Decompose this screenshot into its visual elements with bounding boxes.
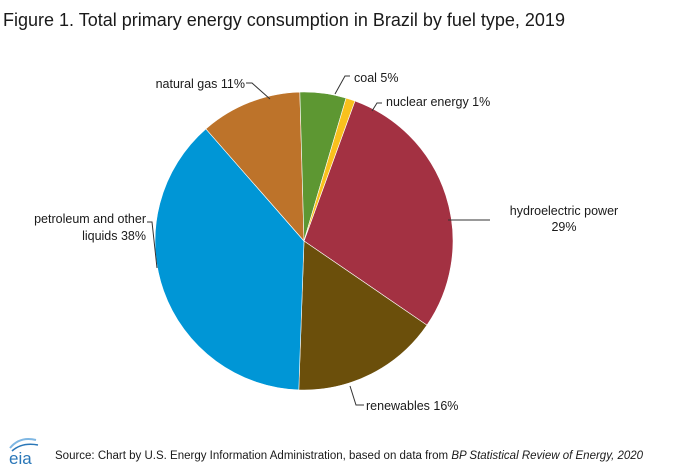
leader-line-coal bbox=[334, 75, 350, 95]
pie-slice-natural-gas bbox=[205, 91, 305, 242]
source-note: Source: Chart by U.S. Energy Information… bbox=[55, 450, 643, 462]
slice-labels: hydroelectric power 29% renewables 16% petr… bbox=[34, 71, 618, 413]
source-prefix: Source: Chart by U.S. Energy Information… bbox=[55, 450, 452, 462]
pie-slice-nuclear-energy bbox=[303, 97, 356, 242]
svg-text:eia: eia bbox=[9, 449, 32, 468]
leader-line-nuclear-energy bbox=[371, 102, 382, 112]
slice-label-hydroelectric-power: 29% bbox=[551, 220, 576, 234]
slice-label-natural-gas: natural gas 11% bbox=[156, 77, 245, 91]
leader-line-petroleum-and-other-liquids bbox=[147, 221, 158, 269]
slice-label-hydroelectric-power: hydroelectric power bbox=[510, 204, 618, 218]
slice-label-petroleum-and-other-liquids: petroleum and other bbox=[34, 212, 146, 226]
leader-lines bbox=[147, 75, 490, 406]
leader-line-natural-gas bbox=[246, 82, 271, 100]
eia-logo: eia bbox=[9, 438, 39, 468]
pie-slice-hydroelectric-power bbox=[303, 100, 454, 326]
slice-label-nuclear-energy: nuclear energy 1% bbox=[386, 95, 490, 109]
pie-slice-renewables bbox=[298, 240, 428, 391]
leader-line-renewables bbox=[349, 385, 364, 406]
slice-label-petroleum-and-other-liquids: liquids 38% bbox=[82, 229, 146, 243]
pie-slices bbox=[154, 91, 454, 391]
chart-title: Figure 1. Total primary energy consumpti… bbox=[3, 10, 565, 30]
pie-slice-petroleum-and-other-liquids bbox=[154, 128, 305, 391]
source-italic: BP Statistical Review of Energy, 2020 bbox=[451, 450, 644, 462]
slice-label-renewables: renewables 16% bbox=[366, 399, 458, 413]
slice-label-coal: coal 5% bbox=[354, 71, 398, 85]
